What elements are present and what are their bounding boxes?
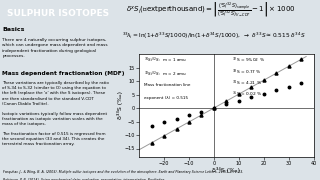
Text: Robinson, P. B. (2014). Using geochemical data: evaluation, presentation, interp: Robinson, P. B. (2014). Using geochemica… [3,178,165,180]
Text: These variations are typically described by the ratio
of S-34 to S-32 (similar t: These variations are typically described… [2,81,109,146]
Text: $^{33}\!\lambda_i = \ln(1{+}\delta^{33}S/1000)/\ln(1{+}\delta^{34}S/1000),\ \rig: $^{33}\!\lambda_i = \ln(1{+}\delta^{33}S… [123,31,306,41]
Text: $^{34}$S = 4.21 %: $^{34}$S = 4.21 % [232,79,262,88]
X-axis label: δ³⁴S (‰): δ³⁴S (‰) [212,167,240,173]
Text: $^{36}$S = 0.02 %: $^{36}$S = 0.02 % [232,90,262,99]
Text: $^{32}$S = 95.02 %: $^{32}$S = 95.02 % [232,56,265,65]
Text: Basics: Basics [2,27,25,32]
Text: $\delta^x S_i(\text{\textperthousand}) = \left|\frac{(^x\!S/^{32}S)_{sample}}{(^: $\delta^x S_i(\text{\textperthousand}) =… [126,1,296,19]
Text: $^{34}S/^{32}S$:  m = 1 amu: $^{34}S/^{32}S$: m = 1 amu [144,56,188,65]
Text: Mass fractionation line: Mass fractionation line [144,83,191,87]
Text: $^{33}S/^{32}S$:  m = 2 amu: $^{33}S/^{32}S$: m = 2 amu [144,69,188,79]
Text: SULPHUR ISOTOPES: SULPHUR ISOTOPES [7,9,109,18]
Text: Farquhar, J., & Wing, B. A. (2003). Multiple sulfur isotopes and the evolution o: Farquhar, J., & Wing, B. A. (2003). Mult… [3,170,244,174]
Text: Mass dependent fractionation (MDF): Mass dependent fractionation (MDF) [2,71,125,76]
Text: $^{33}$S = 0.77 %: $^{33}$S = 0.77 % [232,67,261,77]
Text: exponent (λ) = 0.515: exponent (λ) = 0.515 [144,96,188,100]
Text: There are 4 naturally occurring sulphur isotopes,
which can undergone mass depen: There are 4 naturally occurring sulphur … [2,38,108,58]
Y-axis label: δ³³S (‰): δ³³S (‰) [117,91,123,119]
